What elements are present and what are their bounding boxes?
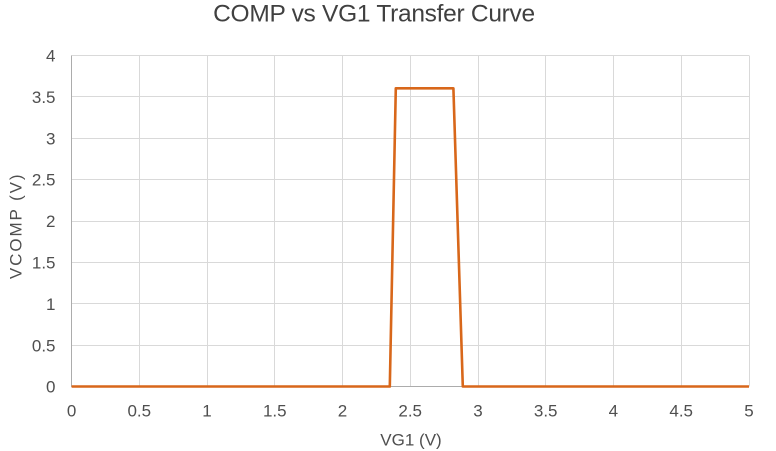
svg-text:2.5: 2.5 — [32, 171, 56, 190]
svg-text:2: 2 — [338, 402, 347, 421]
svg-text:0.5: 0.5 — [32, 336, 56, 355]
svg-text:0.5: 0.5 — [127, 402, 151, 421]
svg-text:1: 1 — [46, 295, 55, 314]
svg-text:3.5: 3.5 — [32, 88, 56, 107]
svg-text:0: 0 — [67, 402, 76, 421]
svg-text:3: 3 — [473, 402, 482, 421]
svg-text:COMP vs VG1 Transfer Curve: COMP vs VG1 Transfer Curve — [213, 0, 535, 27]
svg-text:0: 0 — [46, 378, 55, 397]
svg-text:4.5: 4.5 — [669, 402, 693, 421]
svg-text:1.5: 1.5 — [263, 402, 287, 421]
svg-text:1: 1 — [202, 402, 211, 421]
svg-text:3: 3 — [46, 129, 55, 148]
svg-text:4: 4 — [609, 402, 618, 421]
svg-text:1.5: 1.5 — [32, 254, 56, 273]
svg-text:2: 2 — [46, 212, 55, 231]
svg-text:5: 5 — [744, 402, 753, 421]
svg-text:VCOMP (V): VCOMP (V) — [7, 173, 26, 280]
svg-text:3.5: 3.5 — [534, 402, 558, 421]
svg-text:VG1 (V): VG1 (V) — [380, 430, 441, 449]
svg-text:2.5: 2.5 — [398, 402, 422, 421]
svg-text:4: 4 — [46, 47, 55, 66]
